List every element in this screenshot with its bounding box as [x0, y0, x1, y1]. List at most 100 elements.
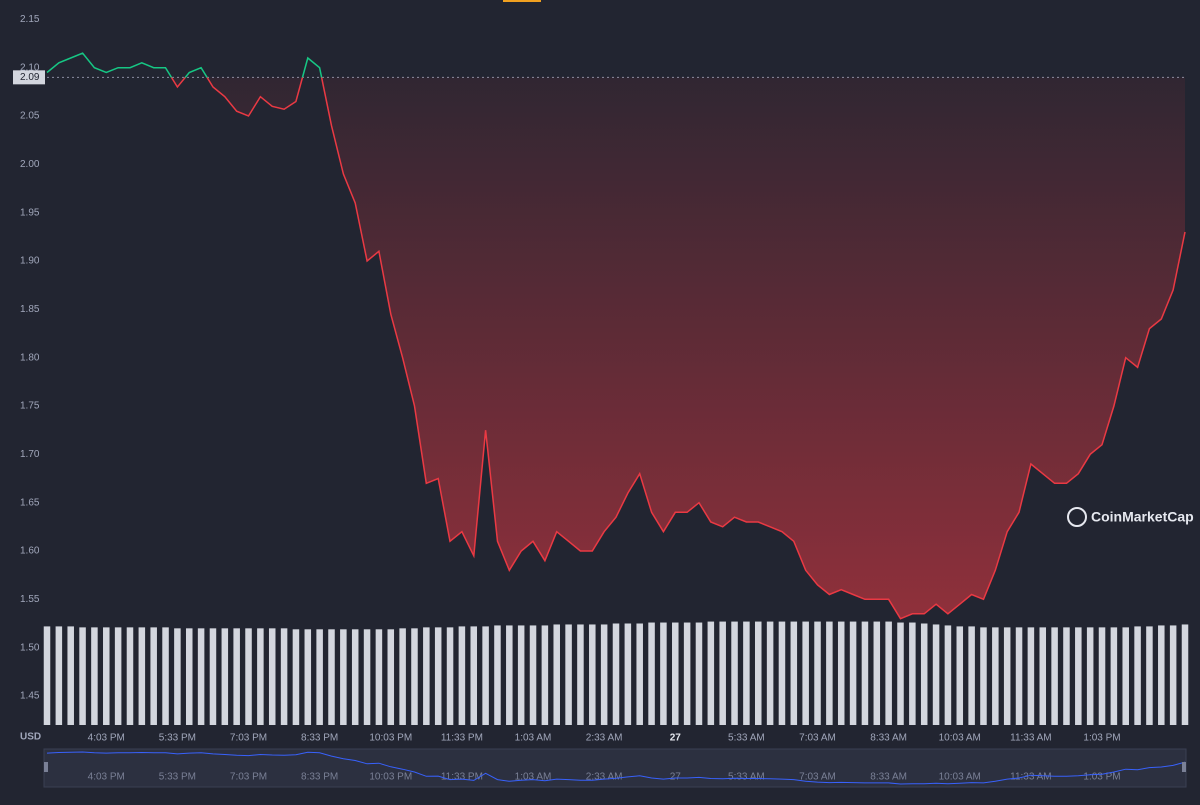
volume-bar	[695, 622, 703, 725]
reference-label-bg	[13, 70, 45, 85]
volume-bar	[328, 629, 335, 725]
volume-bar	[67, 626, 74, 725]
volume-bar	[980, 627, 987, 725]
volume-bar	[174, 628, 181, 725]
navigator-handle[interactable]	[1182, 762, 1186, 772]
volume-bar	[837, 621, 845, 725]
navigator-tick-label: 10:03 PM	[369, 772, 412, 783]
volume-bar	[1122, 627, 1129, 725]
volume-bar	[423, 627, 430, 725]
volume-bar	[1063, 627, 1070, 725]
volume-bar	[55, 626, 63, 725]
navigator-tick-label: 4:03 PM	[88, 772, 125, 783]
navigator-tick-label: 8:33 AM	[870, 772, 907, 783]
y-tick-label: 2.05	[20, 111, 40, 122]
volume-bar	[731, 621, 738, 725]
navigator-tick-label: 5:33 PM	[159, 772, 196, 783]
volume-bar	[1051, 627, 1058, 725]
volume-bar	[197, 628, 205, 725]
volume-bar	[529, 625, 537, 725]
volume-bar	[1075, 627, 1082, 725]
volume-bar	[506, 625, 513, 725]
volume-bar	[849, 621, 857, 725]
navigator-tick-label: 27	[670, 772, 682, 783]
volume-bar	[245, 628, 252, 725]
volume-bar	[648, 622, 655, 725]
navigator-tick-label: 1:03 AM	[515, 772, 552, 783]
y-tick-label: 2.10	[20, 62, 40, 73]
currency-label: USD	[20, 732, 41, 743]
x-tick-label: 8:33 AM	[870, 733, 907, 744]
price-area	[171, 77, 1185, 619]
y-tick-label: 1.55	[20, 594, 40, 605]
volume-bar	[1110, 627, 1118, 725]
y-tick-label: 1.50	[20, 642, 40, 653]
volume-bar	[375, 629, 383, 725]
volume-bar	[103, 627, 110, 725]
y-tick-label: 1.70	[20, 449, 40, 460]
volume-bar	[814, 621, 821, 725]
volume-bar	[43, 626, 51, 725]
y-tick-label: 2.15	[20, 14, 40, 25]
volume-bar	[743, 621, 750, 725]
navigator-tick-label: 2:33 AM	[586, 772, 623, 783]
watermark-logo	[1067, 507, 1087, 527]
x-tick-label: 5:33 PM	[159, 733, 196, 744]
volume-bar	[956, 626, 964, 725]
watermark-text: CoinMarketCap	[1091, 509, 1194, 525]
volume-bar	[1098, 627, 1106, 725]
volume-bar	[138, 627, 146, 725]
x-tick-label: 1:03 PM	[1083, 733, 1120, 744]
volume-bar	[185, 628, 193, 725]
volume-bar	[944, 625, 952, 725]
volume-bar	[363, 629, 371, 725]
volume-bar	[1015, 627, 1023, 725]
volume-bar	[470, 626, 478, 725]
volume-bar	[802, 621, 809, 725]
volume-bar	[79, 627, 86, 725]
navigator-handle[interactable]	[44, 762, 48, 772]
volume-bar	[565, 624, 572, 725]
volume-bar	[754, 621, 762, 725]
navigator-tick-label: 11:33 PM	[441, 772, 483, 783]
price-line	[46, 52, 1186, 620]
x-tick-label: 10:03 PM	[369, 733, 412, 744]
volume-bar	[1146, 626, 1153, 725]
y-tick-label: 2.00	[20, 159, 40, 170]
x-tick-label: 7:03 AM	[799, 733, 836, 744]
y-tick-label: 1.95	[20, 207, 40, 218]
y-tick-label: 1.65	[20, 497, 40, 508]
navigator-tick-label: 7:03 AM	[799, 772, 836, 783]
x-tick-label: 11:33 AM	[1010, 733, 1052, 744]
volume-bar	[517, 625, 525, 725]
volume-bar	[280, 628, 288, 725]
volume-bar	[150, 627, 157, 725]
volume-bar	[968, 626, 975, 725]
volume-bar	[920, 623, 928, 725]
volume-bar	[589, 624, 596, 725]
volume-bar	[268, 628, 276, 725]
navigator-tick-label: 1:03 PM	[1083, 772, 1120, 783]
x-tick-label: 10:03 AM	[939, 733, 981, 744]
reference-label: 2.09	[20, 72, 40, 83]
volume-bar	[707, 621, 715, 725]
tab-indicator	[503, 0, 541, 2]
x-tick-label: 8:33 PM	[301, 733, 338, 744]
volume-bar	[1158, 625, 1165, 725]
volume-bar	[1039, 627, 1047, 725]
volume-bar	[624, 623, 632, 725]
x-tick-label: 27	[670, 733, 682, 744]
volume-bar	[766, 621, 774, 725]
volume-bar	[861, 621, 869, 725]
volume-bar	[494, 625, 501, 725]
y-tick-label: 1.80	[20, 352, 40, 363]
volume-bar	[897, 622, 904, 725]
volume-bar	[1169, 625, 1177, 725]
volume-bar	[1086, 627, 1094, 725]
volume-bar	[553, 624, 560, 725]
volume-bar	[387, 629, 395, 725]
volume-bar	[209, 628, 217, 725]
y-tick-label: 1.75	[20, 401, 40, 412]
volume-bar	[600, 624, 608, 725]
